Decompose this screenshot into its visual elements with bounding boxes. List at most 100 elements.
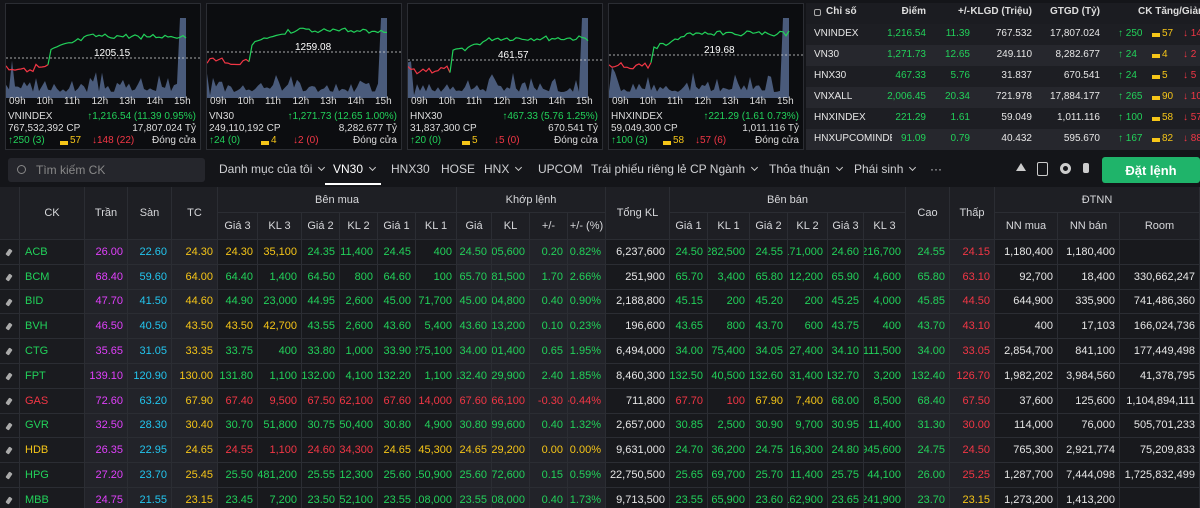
tab[interactable]: CP Ngành: [690, 162, 746, 176]
pin-cell[interactable]: [0, 488, 20, 508]
symbol[interactable]: HPG: [20, 463, 85, 488]
table-cell: 45,300: [416, 438, 457, 464]
settings-icon[interactable]: [1060, 163, 1071, 174]
index-panel: 1259.08 09h 10h 11h 12h 13h 14h 15h VN30 ↑1,271.7…: [206, 3, 402, 150]
status: Đóng cửa: [755, 135, 799, 146]
search-placeholder: Tìm kiếm CK: [36, 163, 106, 177]
tab[interactable]: Trái phiếu riêng lẻ: [591, 162, 687, 176]
decliners: ↓ 5: [1183, 70, 1197, 81]
symbol[interactable]: CTG: [20, 339, 85, 364]
symbol[interactable]: ACB: [20, 240, 85, 265]
column-header: KL: [492, 213, 530, 240]
pin-cell[interactable]: [0, 264, 20, 290]
tab[interactable]: VN30: [333, 162, 364, 176]
tab[interactable]: Phái sinh: [854, 162, 904, 176]
pin-cell[interactable]: [0, 240, 20, 265]
table-cell: 31,400: [788, 364, 828, 389]
table-cell: 45.00: [378, 289, 416, 315]
table-cell: 30.40: [172, 413, 218, 439]
order-button[interactable]: Đặt lệnh: [1102, 157, 1200, 183]
pin-cell[interactable]: [0, 289, 20, 315]
table-cell: 0.59%: [568, 463, 606, 488]
search-box[interactable]: Tìm kiếm CK: [8, 158, 205, 182]
table-cell: 400: [258, 339, 302, 364]
symbol[interactable]: FPT: [20, 364, 85, 389]
table-cell: 42,700: [258, 314, 302, 340]
hour-label: 13h: [521, 96, 538, 107]
table-cell: 0.23%: [568, 314, 606, 340]
table-cell: 120.90: [128, 364, 172, 389]
table-cell: 44.50: [950, 289, 995, 315]
symbol[interactable]: BCM: [20, 264, 85, 290]
pin-cell[interactable]: [0, 388, 20, 414]
column-header: Giá 3: [218, 213, 258, 240]
pin-cell[interactable]: [0, 339, 20, 364]
table-cell: 24.50: [670, 240, 708, 265]
tab[interactable]: UPCOM: [538, 162, 583, 176]
index-volume: 767.532: [995, 28, 1032, 39]
table-cell: 72.60: [85, 388, 128, 414]
index-row: [806, 45, 1200, 66]
table-cell: 23.45: [218, 488, 258, 508]
pin-icon[interactable]: [1083, 163, 1089, 173]
index-name: HNX30: [814, 70, 847, 81]
pin-cell[interactable]: [0, 314, 20, 340]
table-cell: 45.20: [750, 289, 788, 315]
index-name: HNXINDEX: [814, 112, 866, 123]
table-cell: 30.70: [218, 413, 258, 439]
table-cell: 11,400: [788, 463, 828, 488]
tab[interactable]: ···: [930, 162, 942, 176]
table-cell: 8,500: [864, 388, 906, 414]
decliners: ↓2 (0): [293, 135, 319, 146]
excel-icon[interactable]: [1037, 162, 1048, 176]
table-cell: 27,400: [788, 339, 828, 364]
upload-icon[interactable]: [1016, 163, 1026, 171]
table-cell: -0.30: [530, 388, 568, 414]
sparkline: [408, 18, 602, 98]
index-row: [806, 108, 1200, 129]
pin-cell[interactable]: [0, 438, 20, 464]
table-cell: 4,100: [340, 364, 378, 389]
tab[interactable]: HNX: [484, 162, 510, 176]
decliners: ↓ 148: [1183, 28, 1200, 39]
symbol[interactable]: BVH: [20, 314, 85, 340]
index-value: 17,884.177: [1049, 91, 1100, 102]
index-name: HNXINDEX: [611, 111, 663, 122]
pin-cell[interactable]: [0, 364, 20, 389]
index-panel: 1205.15 09h 10h 11h 12h 13h 14h 15h VNINDEX ↑1,21…: [5, 3, 201, 150]
tab[interactable]: Danh mục của tôi: [219, 162, 313, 176]
table-cell: 0.20: [530, 240, 568, 265]
table-cell: 282,500: [708, 240, 750, 265]
table-cell: 1,725,832,499: [1120, 463, 1200, 488]
table-cell: 131.80: [218, 364, 258, 389]
table-cell: 8,460,300: [606, 364, 670, 389]
index-volume: 721.978: [995, 91, 1032, 102]
table-cell: 800: [340, 264, 378, 290]
pin-cell[interactable]: [0, 463, 20, 488]
table-cell: 1,100: [258, 438, 302, 464]
pin-cell[interactable]: [0, 413, 20, 439]
tab[interactable]: HNX30: [391, 162, 430, 176]
table-cell: 67.50: [302, 388, 340, 414]
symbol[interactable]: MBB: [20, 488, 85, 508]
symbol[interactable]: BID: [20, 289, 85, 315]
tab[interactable]: Thỏa thuận: [769, 162, 830, 176]
unchanged: 4: [1162, 49, 1168, 60]
symbol[interactable]: GAS: [20, 388, 85, 414]
table-cell: 43.60: [457, 314, 492, 340]
table-cell: 24.75: [85, 488, 128, 508]
status: Đóng cửa: [353, 135, 397, 146]
table-cell: 1,287,700: [995, 463, 1058, 488]
symbol[interactable]: GVR: [20, 413, 85, 439]
table-cell: 11,400: [340, 240, 378, 265]
table-cell: 45.85: [906, 289, 950, 315]
index-change: 20.34: [944, 91, 970, 102]
tab[interactable]: HOSE: [441, 162, 476, 176]
symbol[interactable]: HDB: [20, 438, 85, 464]
table-cell: 51,800: [258, 413, 302, 439]
table-cell: 7,400: [788, 388, 828, 414]
table-cell: 23.15: [172, 488, 218, 508]
volume-area: [408, 18, 588, 98]
volume: 767,532,392 CP: [8, 123, 81, 134]
